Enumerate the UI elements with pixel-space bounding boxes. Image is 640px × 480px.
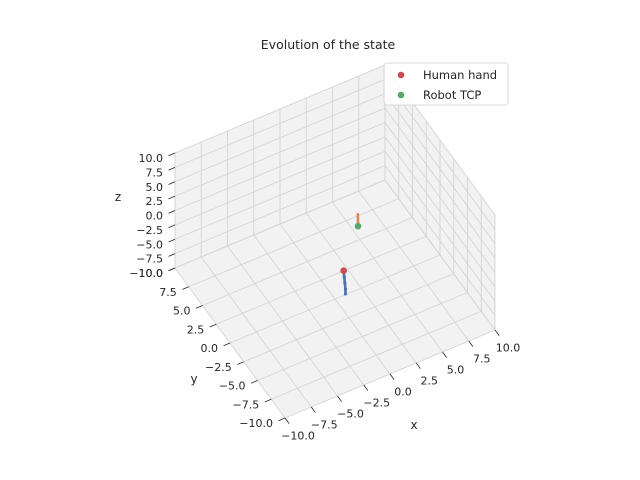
x-tick — [363, 384, 369, 391]
grid-line — [174, 64, 386, 154]
chart-marks — [340, 212, 362, 296]
x-tick-label: 7.5 — [473, 353, 491, 366]
x-tick-label: −7.5 — [311, 419, 338, 432]
y-tick — [223, 342, 231, 347]
x-tick-label: 0.0 — [394, 386, 412, 399]
x-tick-label: −5.0 — [337, 408, 364, 421]
grid-line — [384, 107, 496, 259]
legend-label: Robot TCP — [423, 88, 481, 102]
x-tick-label: 10.0 — [496, 342, 521, 355]
grid-line — [174, 122, 386, 211]
y-tick-label: −2.5 — [205, 361, 232, 374]
grid-line — [305, 212, 417, 364]
grid-line — [202, 217, 413, 306]
y-tick-label: −7.5 — [233, 398, 260, 411]
x-tick-label: 2.5 — [421, 375, 439, 388]
grid-line — [174, 78, 386, 168]
y-tick — [182, 286, 189, 290]
legend-label: Human hand — [423, 68, 497, 82]
z-tick-label: −5.0 — [136, 238, 163, 251]
x-tick — [415, 362, 421, 369]
x-tick — [337, 395, 342, 402]
trajectory-point — [342, 275, 346, 279]
z-tick — [168, 238, 176, 243]
z-tick — [168, 267, 176, 272]
x-tick — [284, 417, 290, 424]
y-tick — [237, 361, 244, 365]
chart-legend: Human hand Robot TCP — [383, 62, 509, 106]
y-tick-label: 7.5 — [159, 286, 177, 299]
grid-line — [384, 122, 496, 273]
x-tick — [442, 351, 447, 358]
y-tick-label: 0.0 — [201, 342, 219, 355]
y-tick — [264, 398, 272, 403]
z-tick-label: −7.5 — [136, 253, 163, 266]
robot-tcp-point — [354, 222, 362, 230]
x-tick — [494, 329, 500, 336]
legend-marker — [397, 91, 405, 99]
z-tick — [168, 167, 176, 171]
grid-line — [384, 179, 496, 331]
x-tick — [389, 373, 395, 380]
chart-title: Evolution of the state — [261, 37, 396, 52]
x-tick-label: 5.0 — [447, 364, 465, 377]
y-tick — [195, 305, 203, 309]
x-tick-label: −10.0 — [281, 430, 315, 443]
z-tick-label: 0.0 — [146, 210, 164, 223]
z-tick — [168, 195, 176, 200]
y-tick — [278, 417, 286, 422]
x-tick-label: −2.5 — [363, 397, 390, 410]
z-tick — [168, 253, 176, 257]
y-axis-label: y — [190, 372, 197, 386]
grid-line — [216, 235, 427, 325]
y-tick-label: 10.0 — [139, 267, 164, 280]
y-tick-label: 5.0 — [173, 305, 191, 318]
z-tick-label: −10.0 — [129, 267, 163, 280]
human-hand-point — [340, 267, 347, 274]
chart-ticks: −10.0−7.5−5.0−2.50.02.55.07.510.0−10.0−7… — [129, 152, 520, 443]
y-tick-label: 2.5 — [187, 323, 205, 336]
grid-line — [384, 93, 496, 245]
grid-line — [229, 254, 441, 344]
z-axis-label: z — [115, 190, 121, 204]
grid-line — [358, 190, 470, 342]
z-tick — [168, 152, 176, 157]
z-tick — [168, 181, 176, 185]
grid-line — [174, 179, 386, 269]
trajectory-point — [343, 292, 348, 296]
x-tick — [468, 340, 474, 347]
z-tick — [168, 224, 176, 228]
z-tick-label: −2.5 — [136, 224, 163, 237]
z-tick-label: 5.0 — [146, 181, 164, 194]
trajectory-point — [343, 287, 348, 291]
z-tick-label: 2.5 — [146, 195, 164, 208]
legend-box — [383, 62, 509, 106]
trajectory-point — [343, 281, 347, 285]
z-tick-label: 10.0 — [139, 152, 164, 165]
grid-line — [174, 93, 386, 183]
y-tick-label: −10.0 — [239, 417, 273, 430]
grid-line — [332, 201, 443, 353]
z-tick — [168, 210, 176, 214]
y-tick-label: −5.0 — [219, 380, 246, 393]
y-tick — [209, 323, 217, 328]
legend-marker — [397, 71, 405, 79]
grid-line — [188, 198, 399, 288]
grid-line — [174, 107, 386, 197]
x-tick — [310, 406, 316, 413]
z-tick-label: 7.5 — [146, 166, 164, 179]
y-tick — [250, 380, 258, 384]
x-axis-label: x — [410, 418, 417, 432]
